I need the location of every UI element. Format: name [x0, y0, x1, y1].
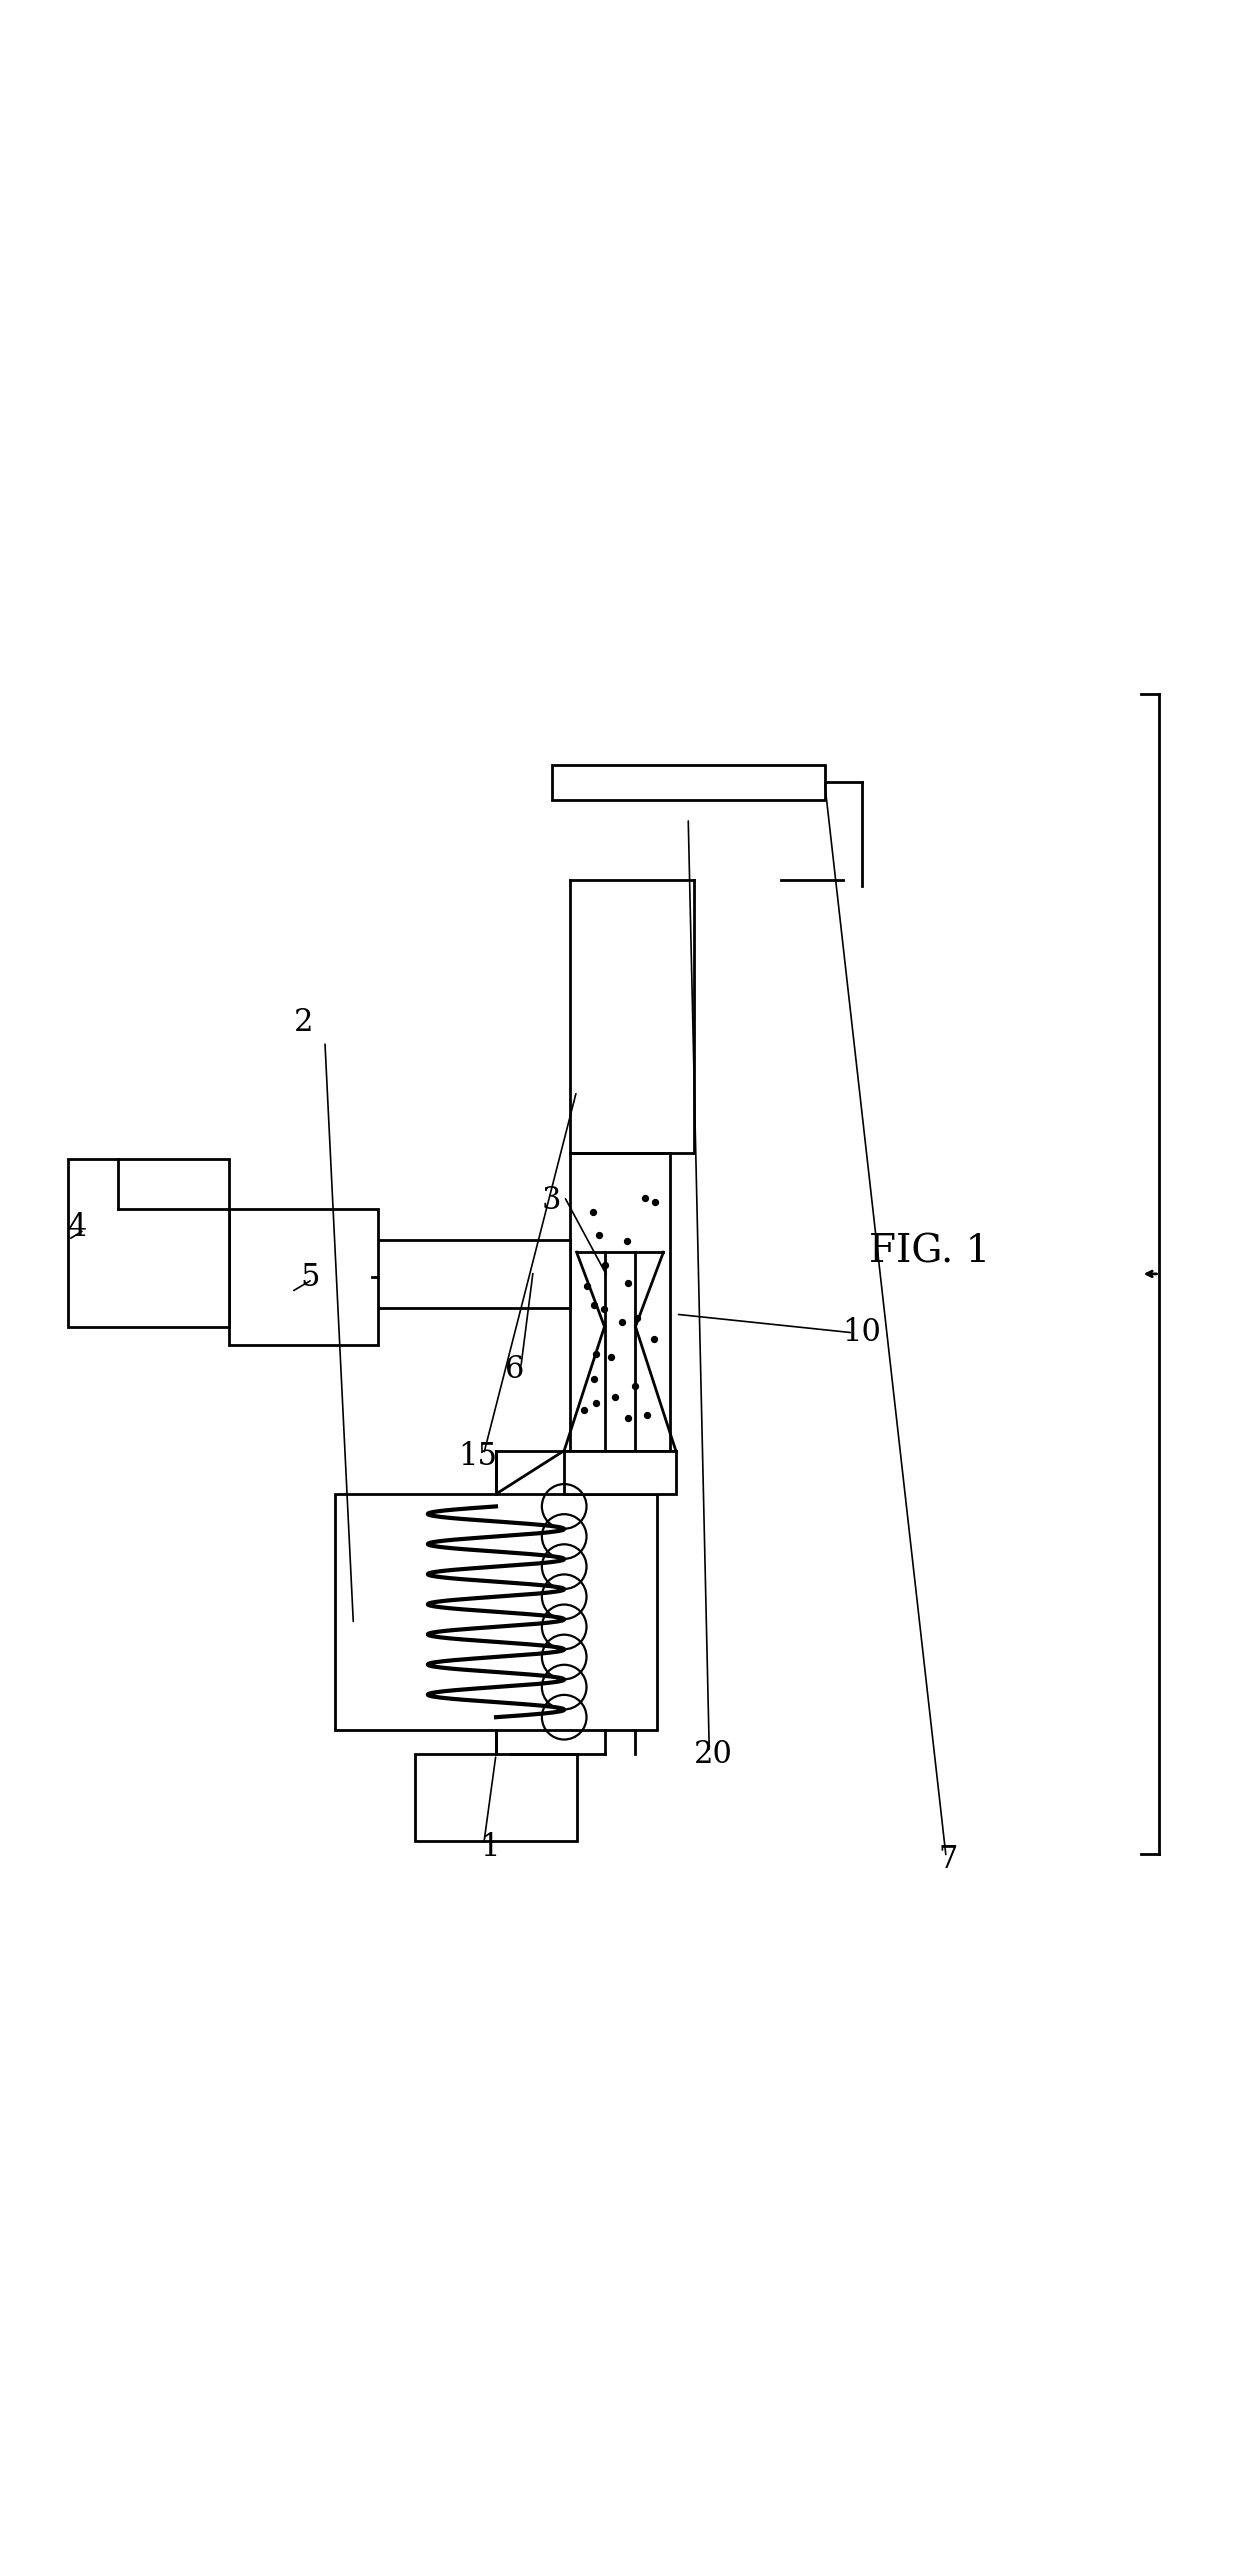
Point — [594, 1290, 614, 1331]
Point — [584, 1285, 604, 1326]
Bar — [372, 1239, 570, 1308]
Point — [645, 1183, 665, 1223]
Bar — [552, 764, 825, 799]
Point — [595, 1244, 615, 1285]
Point — [627, 1297, 647, 1338]
Point — [619, 1397, 639, 1438]
Bar — [335, 1494, 657, 1729]
Text: 2: 2 — [294, 1006, 314, 1039]
Bar — [68, 1160, 229, 1326]
Point — [600, 1336, 620, 1377]
Point — [584, 1359, 604, 1400]
Point — [644, 1318, 663, 1359]
Bar — [415, 1755, 577, 1841]
Bar — [229, 1208, 378, 1346]
Point — [637, 1394, 657, 1435]
Point — [574, 1389, 594, 1430]
Point — [625, 1366, 645, 1407]
Point — [611, 1303, 631, 1343]
Text: FIG. 1: FIG. 1 — [869, 1234, 991, 1272]
Bar — [564, 1451, 676, 1494]
Text: 5: 5 — [300, 1262, 320, 1292]
Text: 7: 7 — [939, 1844, 959, 1875]
Point — [583, 1190, 603, 1231]
Point — [589, 1216, 609, 1257]
Text: 20: 20 — [693, 1739, 733, 1770]
Point — [618, 1221, 637, 1262]
Point — [605, 1377, 625, 1417]
Point — [587, 1382, 606, 1423]
Point — [577, 1267, 596, 1308]
Text: 15: 15 — [458, 1440, 497, 1471]
Text: 10: 10 — [842, 1318, 882, 1349]
Point — [635, 1177, 655, 1218]
Point — [587, 1333, 606, 1374]
Text: 3: 3 — [542, 1185, 562, 1216]
Text: 4: 4 — [67, 1213, 87, 1244]
Text: 6: 6 — [505, 1354, 525, 1384]
Point — [618, 1262, 637, 1303]
Text: 1: 1 — [480, 1831, 500, 1862]
